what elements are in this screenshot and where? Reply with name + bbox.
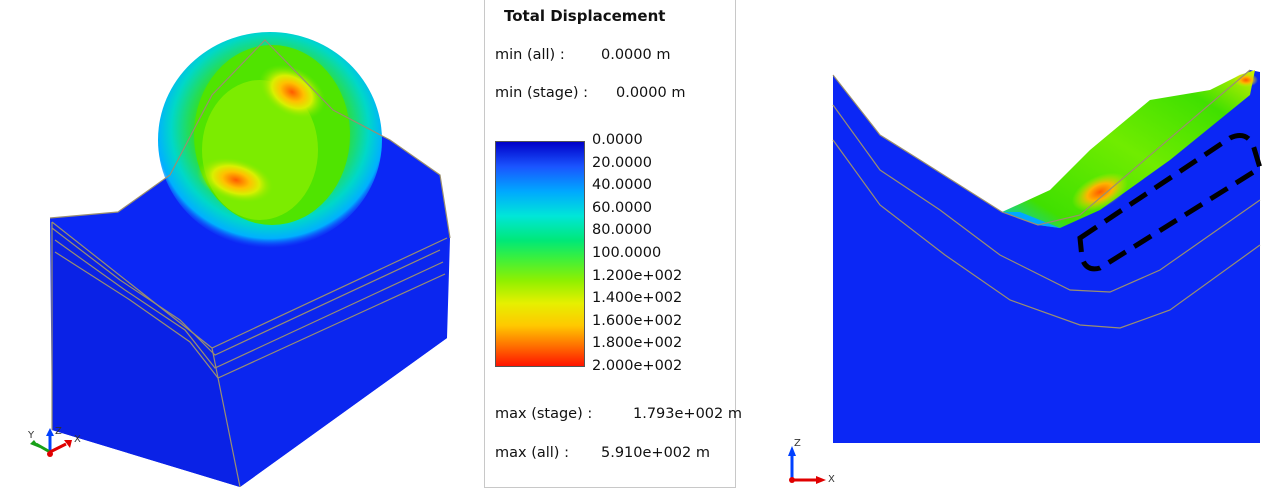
axis-triad-2d: Z X <box>788 438 835 485</box>
color-bar-tick-label: 20.0000 <box>592 154 652 171</box>
color-bar-tick-label: 40.0000 <box>592 177 652 194</box>
color-bar-tick-label: 100.0000 <box>592 245 662 261</box>
max-stage-label: max (stage) : <box>495 406 593 422</box>
highlight-box <box>1077 133 1263 272</box>
axis-triad-3d: Y Z X <box>27 426 81 457</box>
legend-title: Total Displacement <box>504 7 666 25</box>
min-all-label: min (all) : <box>495 47 565 63</box>
section-2d-canvas <box>832 69 1263 443</box>
axis-y-label: Y <box>27 430 35 441</box>
color-bar-tick-label: 1.200e+002 <box>592 267 683 284</box>
color-bar-tick-label: 2.000e+002 <box>592 358 683 374</box>
color-bar <box>495 141 585 367</box>
color-bar-tick-label: 0.0000 <box>592 132 643 148</box>
model-view-3d[interactable]: Y Z X <box>0 0 470 493</box>
max-all-label: max (all) : <box>495 445 569 461</box>
legend-panel: Total Displacement min (all) : 0.0000 m … <box>484 0 742 488</box>
max-all-value: 5.910e+002 m <box>601 445 710 461</box>
displacement-band <box>1002 70 1255 228</box>
axis-x-label: X <box>74 434 81 445</box>
color-bar-tick-label: 1.800e+002 <box>592 335 683 352</box>
min-all-value: 0.0000 m <box>601 47 671 63</box>
color-bar-tick-label: 60.0000 <box>592 199 652 216</box>
section-view-2d[interactable]: Z X <box>770 0 1267 493</box>
model-3d-canvas <box>49 32 451 488</box>
axis-z-label-2d: Z <box>794 438 801 449</box>
color-bar-tick-label: 1.600e+002 <box>592 312 683 329</box>
min-stage-label: min (stage) : <box>495 85 589 101</box>
axis-x-label-2d: X <box>828 474 835 485</box>
axis-z-label: Z <box>55 426 62 437</box>
color-bar-tick-label: 1.400e+002 <box>592 290 683 307</box>
min-stage-value: 0.0000 m <box>616 85 686 101</box>
max-stage-value: 1.793e+002 m <box>633 406 742 422</box>
color-bar-tick-label: 80.0000 <box>592 222 652 239</box>
